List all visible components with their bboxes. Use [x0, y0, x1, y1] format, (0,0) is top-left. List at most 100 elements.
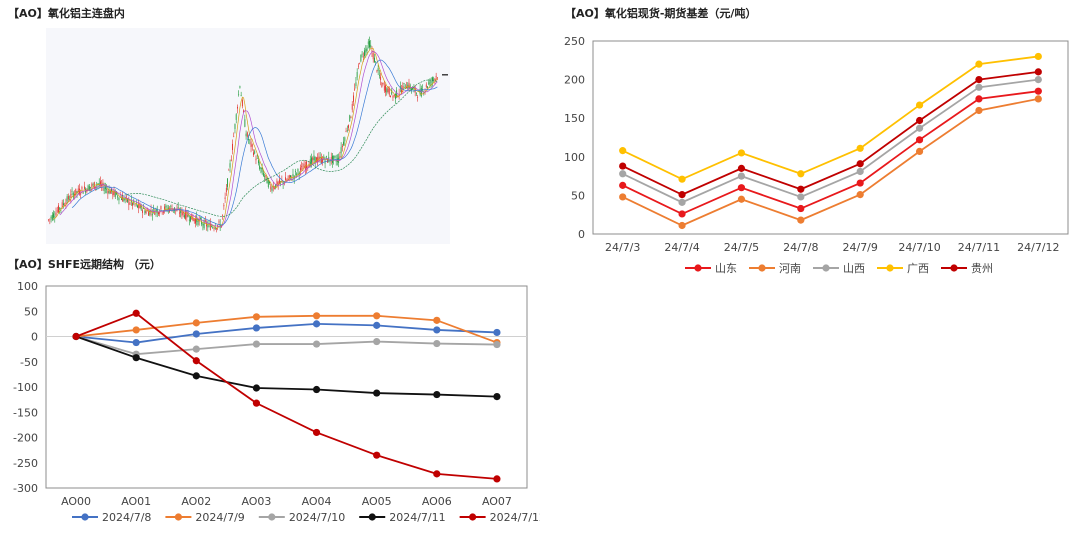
- candle-body: [275, 184, 277, 189]
- candle-body: [155, 209, 157, 212]
- data-point: [915, 147, 924, 155]
- y-tick-label: 100: [17, 280, 38, 293]
- y-tick-label: 0: [31, 331, 38, 344]
- data-point: [132, 309, 140, 317]
- x-tick-label: AO02: [181, 495, 211, 508]
- data-point: [797, 193, 805, 201]
- candle-body: [132, 202, 133, 206]
- candle-body: [202, 224, 204, 226]
- candle-body: [204, 220, 206, 222]
- candle-body: [430, 81, 432, 83]
- candle-body: [402, 85, 404, 92]
- candle-body: [112, 191, 114, 196]
- candle-body: [128, 199, 130, 205]
- candle-body: [344, 137, 346, 142]
- candle-body: [292, 174, 294, 177]
- candle-body: [256, 157, 258, 159]
- candle-body: [80, 193, 82, 195]
- legend-marker: [469, 513, 477, 521]
- candle-body: [240, 95, 242, 97]
- candle-body: [90, 186, 92, 188]
- data-point: [493, 392, 501, 401]
- data-point: [192, 357, 200, 365]
- x-tick-label: 24/7/5: [724, 241, 759, 254]
- data-point: [252, 340, 261, 348]
- candle-body: [374, 57, 375, 63]
- candle-body: [77, 188, 79, 192]
- candle-body: [151, 213, 153, 216]
- structure-line-chart: -300 -250 -200 -150 -100 -50 0 50 100 AO00 AO01 AO0…: [13, 280, 540, 524]
- candle-body: [381, 83, 383, 88]
- candle-body: [207, 225, 209, 228]
- data-point: [619, 170, 627, 178]
- y-tick-label: 250: [564, 35, 585, 48]
- data-point: [132, 326, 140, 334]
- candle-body: [232, 143, 233, 151]
- data-point: [737, 164, 746, 172]
- data-point: [856, 144, 864, 152]
- candle-body: [249, 139, 251, 141]
- data-point: [975, 106, 983, 115]
- data-point: [678, 175, 686, 183]
- candle-body: [434, 78, 436, 81]
- data-point: [252, 384, 261, 392]
- candle-body: [223, 204, 225, 207]
- data-point: [856, 167, 864, 176]
- candle-body: [114, 191, 116, 197]
- legend-marker: [886, 264, 894, 272]
- candle-body: [133, 200, 135, 204]
- candle-body: [415, 92, 417, 94]
- candle-body: [70, 193, 72, 199]
- candle-body: [362, 56, 364, 58]
- candle-body: [250, 141, 252, 147]
- candle-body: [76, 191, 78, 193]
- candle-body: [288, 175, 290, 178]
- moving-average-line: [53, 47, 438, 229]
- candle-body: [72, 193, 74, 198]
- candle-body: [214, 227, 216, 229]
- legend-label: 2024/7/10: [289, 511, 345, 524]
- data-point: [493, 340, 501, 349]
- data-point: [619, 181, 627, 189]
- legend-marker: [368, 513, 376, 521]
- candle-body: [392, 96, 394, 98]
- candle-body: [88, 186, 90, 191]
- candle-body: [282, 181, 284, 185]
- candle-body: [412, 87, 414, 90]
- x-tick-label: 24/7/8: [783, 241, 818, 254]
- candle-body: [366, 47, 368, 51]
- data-point: [72, 332, 80, 341]
- candle-body: [140, 205, 142, 210]
- data-point: [619, 193, 627, 201]
- structure-panel: 【AO】SHFE远期结构 （元） -300 -250 -200 -150 -100 -50…: [0, 252, 540, 542]
- series-line-1: [622, 98, 1039, 227]
- candle-body: [75, 188, 77, 195]
- candle-body: [55, 212, 57, 216]
- series-line-4: [75, 312, 498, 480]
- candle-body: [391, 90, 393, 95]
- candle-body: [325, 156, 327, 158]
- data-point: [192, 345, 200, 353]
- candle-body: [390, 95, 391, 98]
- candle-body: [196, 216, 198, 222]
- candle-body: [144, 210, 146, 214]
- data-point: [312, 340, 321, 348]
- candle-body: [50, 216, 52, 219]
- candle-body: [86, 189, 88, 192]
- x-tick-label: AO04: [302, 495, 332, 508]
- candle-body: [91, 184, 93, 187]
- candle-body: [67, 196, 69, 200]
- data-point: [856, 191, 864, 199]
- candle-body: [419, 88, 421, 95]
- candle-body: [417, 97, 419, 98]
- data-point: [797, 204, 805, 213]
- candle-body: [272, 185, 274, 189]
- data-point: [1034, 95, 1042, 103]
- legend-marker: [758, 264, 766, 272]
- series-line-4: [622, 70, 1039, 196]
- candle-body: [53, 213, 54, 218]
- data-point: [975, 76, 983, 84]
- candle-body: [287, 178, 289, 180]
- candle-body: [198, 219, 200, 222]
- candle-body: [369, 40, 370, 48]
